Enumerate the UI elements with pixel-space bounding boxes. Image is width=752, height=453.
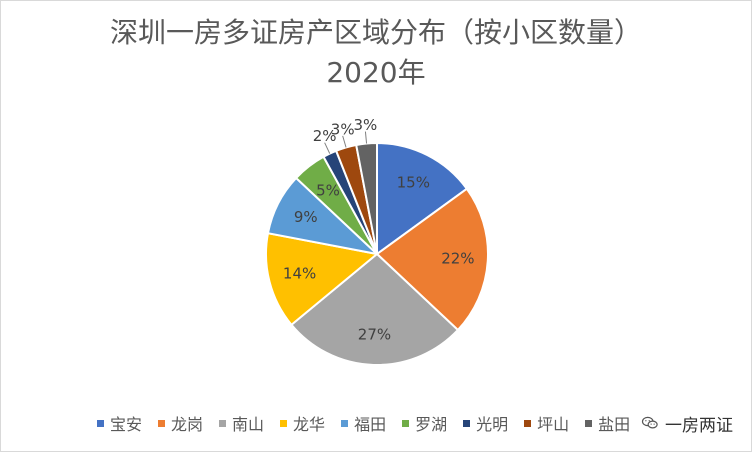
data-label-罗湖: 5%: [316, 181, 340, 199]
legend-label: 龙岗: [171, 415, 204, 434]
legend-swatch: [97, 419, 104, 427]
legend-swatch: [463, 419, 471, 427]
legend-label: 罗湖: [415, 415, 448, 434]
legend-label: 龙华: [293, 415, 326, 434]
legend-label: 福田: [354, 415, 387, 434]
legend-item-福田: 福田: [341, 411, 386, 435]
legend-label: 南山: [232, 415, 265, 434]
leader-line-光明: [324, 142, 331, 154]
legend-item-罗湖: 罗湖: [402, 411, 447, 435]
legend-label: 坪山: [537, 415, 570, 434]
data-label-龙岗: 22%: [441, 250, 474, 268]
data-label-福田: 9%: [294, 208, 318, 226]
data-label-龙华: 14%: [283, 264, 316, 282]
legend-swatch: [402, 419, 410, 427]
data-label-坪山: 3%: [331, 120, 355, 138]
legend-label: 盐田: [598, 415, 631, 434]
pie-slice-龙岗: [375, 187, 489, 332]
legend-swatch: [280, 419, 288, 427]
legend-swatch: [341, 419, 349, 427]
legend-label: 宝安: [110, 415, 143, 434]
legend-label: 光明: [476, 415, 509, 434]
legend-item-宝安: 宝安: [97, 411, 142, 435]
data-label-光明: 2%: [313, 127, 337, 145]
legend-swatch: [158, 419, 166, 427]
data-label-南山: 27%: [358, 325, 391, 343]
pie-slice-宝安: [376, 141, 469, 256]
legend-item-南山: 南山: [219, 411, 264, 435]
legend-item-坪山: 坪山: [524, 411, 569, 435]
legend-swatch: [524, 419, 532, 427]
legend-item-盐田: 盐田: [585, 411, 630, 435]
pie-slice-南山: [290, 252, 460, 366]
legend-item-龙华: 龙华: [280, 411, 325, 435]
leader-line-盐田: [364, 131, 368, 144]
wechat-icon: [641, 416, 658, 429]
watermark-text: 一房两证: [665, 415, 733, 436]
pie-slice-龙华: [265, 232, 380, 327]
watermark: 一房两证: [637, 411, 737, 436]
data-label-宝安: 15%: [397, 173, 430, 191]
legend-item-光明: 光明: [463, 411, 508, 435]
legend-swatch: [585, 419, 593, 427]
leader-line-坪山: [342, 135, 347, 148]
legend-item-龙岗: 龙岗: [158, 411, 203, 435]
data-label-盐田: 3%: [354, 116, 378, 134]
chart-legend: 宝安 龙岗 南山 龙华 福田 罗湖 光明 坪山 盐田: [97, 411, 630, 435]
legend-swatch: [219, 419, 227, 427]
chart-title: 深圳一房多证房产区域分布（按小区数量）: [109, 16, 642, 49]
chart-subtitle: 2020年: [326, 56, 426, 89]
